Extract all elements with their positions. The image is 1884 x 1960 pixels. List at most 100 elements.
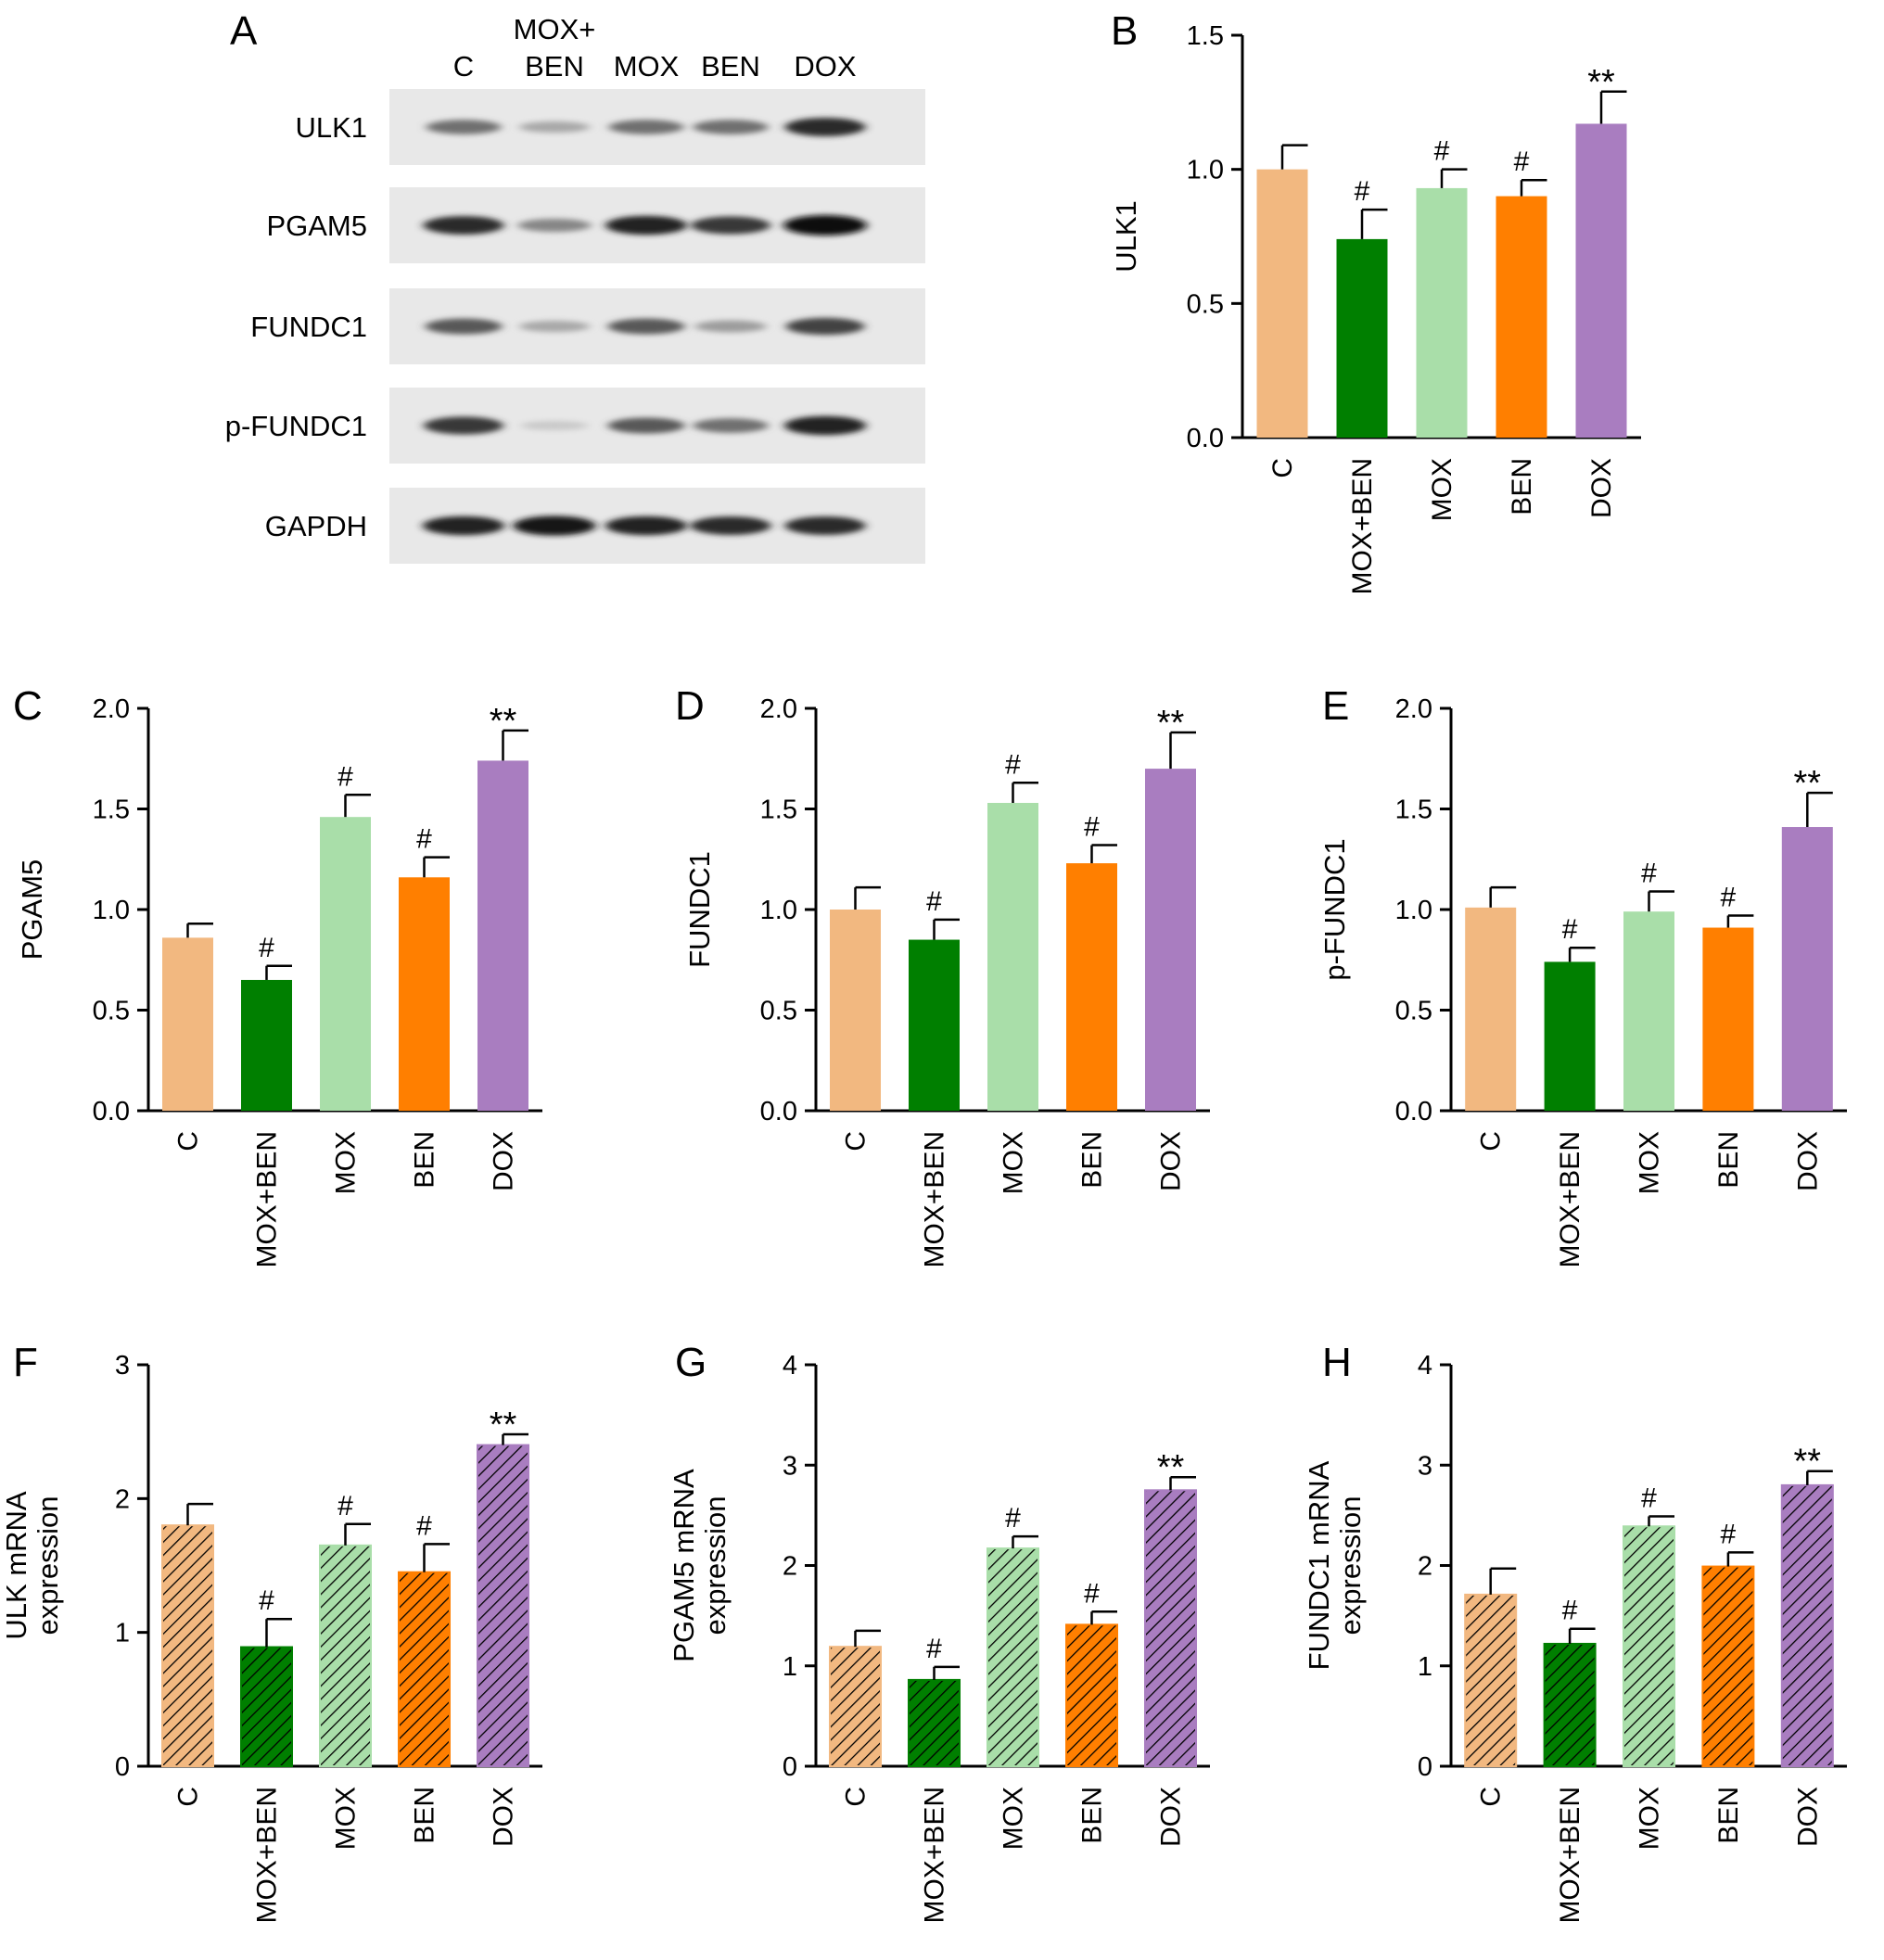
blot-band — [607, 318, 685, 335]
chart-panel-h: H 0 1 2 3 4 FUNDC1 mRNA expression C # MOX+BEN # MOX… — [1303, 1340, 1847, 1924]
x-tick-label: BEN — [410, 1787, 440, 1844]
significance-mark: # — [416, 1510, 432, 1541]
bar-dox — [1780, 1483, 1834, 1768]
x-tick-label: MOX — [1635, 1787, 1665, 1850]
y-axis-label: ULK1 — [1110, 200, 1142, 273]
y-axis-label: p-FUNDC1 — [1318, 838, 1351, 980]
significance-mark: # — [1721, 883, 1737, 913]
western-blot-panel: A MOX+ C BEN MOX BEN DOX ULK1 PGAM5 FUNDC1 p-FUNDC… — [225, 8, 925, 564]
x-tick-label: C — [841, 1131, 872, 1152]
blot-band — [519, 320, 590, 333]
y-tick-label: 0.0 — [760, 1097, 797, 1126]
y-tick-label: 1 — [783, 1652, 797, 1682]
panel-letter: H — [1322, 1340, 1352, 1385]
panel-letter-a: A — [230, 8, 258, 54]
y-tick-label: 0.5 — [760, 997, 797, 1026]
x-tick-label: DOX — [1792, 1131, 1823, 1191]
y-axis-label: PGAM5 — [16, 859, 48, 961]
panel-letter: D — [675, 683, 705, 729]
y-axis-label: FUNDC1 — [683, 851, 716, 968]
blot-band — [605, 215, 687, 235]
x-tick-label: DOX — [1156, 1787, 1187, 1847]
x-tick-label: MOX — [331, 1131, 362, 1194]
x-tick-label: MOX+BEN — [920, 1787, 950, 1924]
x-tick-label: C — [841, 1787, 872, 1807]
significance-mark: ** — [1157, 704, 1185, 743]
bar-dox — [1575, 123, 1627, 439]
x-tick-label: MOX+BEN — [252, 1131, 283, 1268]
bar-mox — [987, 1547, 1039, 1768]
lane-header: C — [453, 50, 474, 83]
significance-mark: # — [926, 886, 942, 917]
bar-mox-ben — [1544, 961, 1596, 1111]
y-tick-label: 1 — [1418, 1652, 1432, 1682]
bar-c — [1256, 169, 1308, 438]
blot-band — [784, 516, 866, 535]
blot-band — [784, 415, 866, 436]
significance-mark: ** — [1587, 63, 1615, 102]
blot-band — [519, 121, 590, 134]
bar-mox — [320, 817, 371, 1111]
bar-chart-panels: B0.00.51.01.5ULK1C#MOX+BEN#MOX#BEN**DOXC… — [0, 8, 1847, 1924]
blot-band — [783, 215, 867, 235]
y-tick-label: 1.5 — [1187, 21, 1224, 51]
panel-letter: G — [675, 1340, 706, 1385]
blot-band — [785, 317, 865, 336]
significance-mark: # — [337, 1491, 353, 1521]
lane-header: BEN — [525, 50, 584, 83]
blot-band — [693, 418, 769, 433]
bar-dox — [477, 760, 528, 1111]
significance-mark: # — [1355, 176, 1370, 207]
y-axis-label: expression — [699, 1496, 732, 1635]
bar-dox — [1145, 769, 1196, 1111]
y-tick-label: 4 — [783, 1351, 797, 1381]
chart-panel-d: D 0.0 0.5 1.0 1.5 2.0 FUNDC1 C # MOX+BEN # MOX # BEN *… — [675, 683, 1210, 1268]
bar-dox — [1144, 1489, 1197, 1767]
x-tick-label: MOX+BEN — [1555, 1131, 1585, 1268]
x-tick-label: BEN — [1507, 458, 1537, 515]
y-tick-label: 0 — [115, 1752, 130, 1782]
bar-mox-ben — [1336, 238, 1388, 438]
y-axis-label: expression — [1334, 1496, 1367, 1635]
significance-mark: # — [1084, 1578, 1100, 1609]
significance-mark: # — [1084, 812, 1100, 843]
significance-mark: # — [337, 761, 353, 792]
y-tick-label: 3 — [115, 1351, 130, 1381]
x-tick-label: MOX — [1427, 458, 1458, 521]
significance-mark: ** — [1794, 1443, 1822, 1482]
x-tick-label: C — [173, 1131, 204, 1152]
bar-mox-ben — [909, 939, 960, 1111]
significance-mark: # — [416, 824, 432, 855]
y-tick-label: 2.0 — [93, 694, 130, 724]
blot-band — [690, 516, 771, 535]
chart-panel-b: B 0.0 0.5 1.0 1.5 ULK1 C # MOX+BEN # MOX # BEN ** DOX — [1110, 8, 1641, 595]
panel-letter: C — [13, 683, 43, 729]
y-tick-label: 2.0 — [760, 694, 797, 724]
x-tick-label: BEN — [1077, 1131, 1108, 1189]
bar-mox — [1623, 1525, 1675, 1767]
y-tick-label: 1.5 — [93, 795, 130, 825]
y-tick-label: 0.5 — [93, 997, 130, 1026]
significance-mark: # — [1514, 146, 1530, 177]
x-tick-label: C — [1476, 1131, 1507, 1152]
blot-band — [517, 218, 592, 233]
blot-band — [520, 420, 589, 431]
bar-c — [1465, 907, 1517, 1111]
y-tick-label: 2.0 — [1395, 694, 1432, 724]
y-tick-label: 1 — [115, 1619, 130, 1648]
protein-label: PGAM5 — [266, 210, 367, 242]
significance-mark: # — [1641, 858, 1657, 888]
y-tick-label: 0.0 — [1187, 424, 1224, 453]
blot-band — [426, 120, 502, 134]
bar-mox-ben — [908, 1678, 961, 1768]
y-axis-label: expression — [32, 1496, 64, 1635]
significance-mark: # — [259, 1585, 274, 1616]
lane-header: BEN — [701, 50, 760, 83]
bar-c — [161, 1524, 214, 1767]
significance-mark: # — [1005, 1503, 1021, 1534]
x-tick-label: DOX — [489, 1787, 519, 1847]
y-tick-label: 1.0 — [93, 896, 130, 925]
blot-band — [694, 320, 767, 333]
protein-label: GAPDH — [265, 510, 367, 542]
